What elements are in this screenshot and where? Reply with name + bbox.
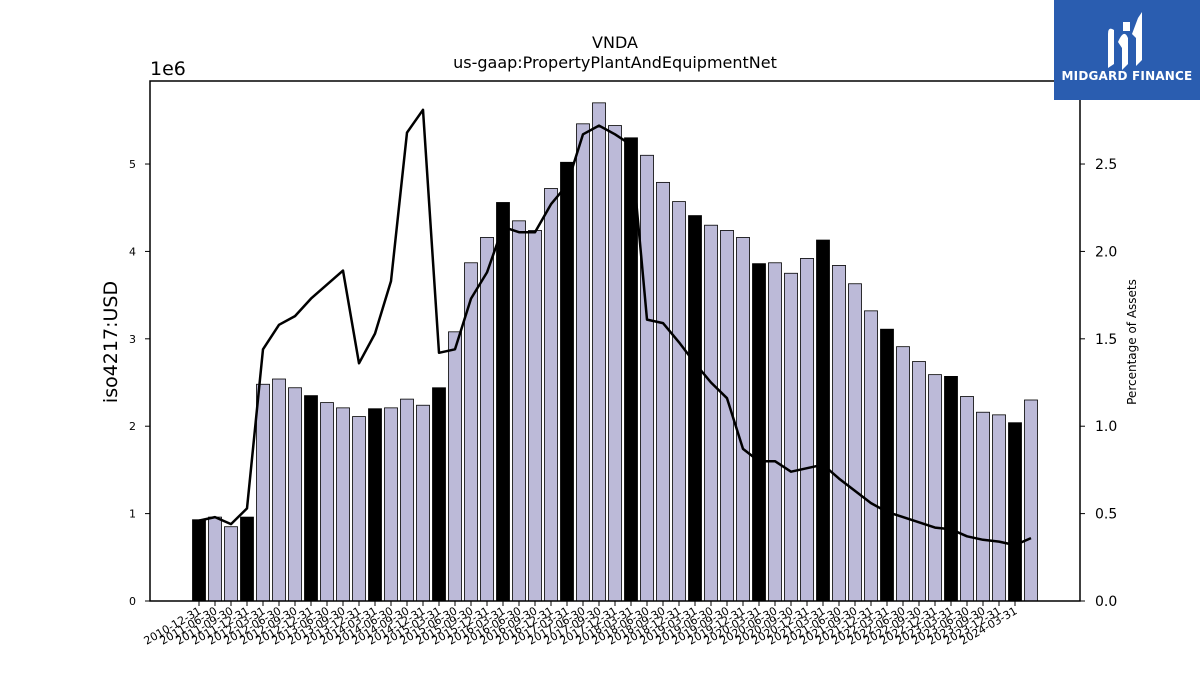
bar bbox=[896, 346, 910, 602]
bar-highlight bbox=[752, 263, 766, 602]
bar-highlight bbox=[368, 408, 382, 602]
bar bbox=[288, 387, 302, 602]
bar bbox=[992, 414, 1006, 602]
bar bbox=[416, 404, 430, 602]
bar bbox=[976, 411, 990, 602]
logo-text: MIDGARD FINANCE bbox=[1061, 69, 1193, 83]
bar bbox=[576, 123, 590, 602]
bar bbox=[384, 407, 398, 602]
y2-tick-label: 0.5 bbox=[1095, 507, 1117, 523]
y-tick-label: 0 bbox=[129, 595, 136, 608]
bar-highlight bbox=[432, 387, 446, 602]
y2-tick-label: 2.0 bbox=[1095, 244, 1117, 260]
midgard-logo-icon bbox=[1108, 12, 1142, 70]
y2-axis: 0.0 0.5 1.0 1.5 2.0 2.5 bbox=[1080, 157, 1117, 610]
y2-axis-label: Percentage of Assets bbox=[1125, 279, 1139, 405]
bar bbox=[832, 265, 846, 602]
bar bbox=[672, 201, 686, 602]
y2-tick-label: 0.0 bbox=[1095, 594, 1117, 610]
y2-tick-label: 1.5 bbox=[1095, 332, 1117, 348]
bar-highlight bbox=[816, 239, 830, 602]
bar bbox=[224, 526, 238, 602]
bar bbox=[1024, 399, 1038, 602]
x-axis: 2010-12-312011-06-302011-09-302011-12-31… bbox=[142, 601, 1020, 648]
bar bbox=[272, 378, 286, 602]
bar bbox=[608, 125, 622, 602]
bar bbox=[480, 237, 494, 602]
bar-highlight bbox=[240, 516, 254, 602]
bar-series bbox=[192, 102, 1038, 602]
bar-highlight bbox=[192, 519, 206, 602]
plot-frame bbox=[149, 80, 1081, 602]
bar bbox=[544, 188, 558, 602]
bar bbox=[928, 374, 942, 602]
bar bbox=[912, 361, 926, 602]
bar-highlight bbox=[688, 215, 702, 602]
bar bbox=[512, 220, 526, 602]
y-offset-label: 1e6 bbox=[150, 58, 186, 80]
bar-highlight bbox=[944, 375, 958, 602]
percentage-line bbox=[198, 108, 1032, 547]
bar bbox=[656, 181, 670, 602]
y2-tick-label: 2.5 bbox=[1095, 157, 1117, 173]
bar bbox=[848, 283, 862, 602]
bar bbox=[208, 516, 222, 602]
brand-logo: MIDGARD FINANCE bbox=[1054, 0, 1200, 100]
y-axis-label: iso4217:USD bbox=[100, 281, 122, 403]
y-tick-label: 4 bbox=[129, 245, 136, 258]
y-axis: 0 1 2 3 4 5 bbox=[129, 158, 150, 608]
bar bbox=[768, 262, 782, 602]
chart-title: VNDA bbox=[592, 33, 638, 52]
bar-highlight bbox=[880, 328, 894, 602]
bar bbox=[960, 396, 974, 602]
bar bbox=[352, 416, 366, 602]
chart-subtitle: us-gaap:PropertyPlantAndEquipmentNet bbox=[453, 53, 777, 72]
y-tick-label: 5 bbox=[129, 158, 136, 171]
y-tick-label: 1 bbox=[129, 508, 136, 521]
bar-highlight bbox=[496, 202, 510, 602]
bar bbox=[592, 102, 606, 602]
bar-highlight bbox=[304, 395, 318, 602]
y2-tick-label: 1.0 bbox=[1095, 419, 1117, 435]
bar bbox=[640, 154, 654, 602]
bar bbox=[528, 230, 542, 602]
bar bbox=[400, 398, 414, 602]
bar bbox=[784, 272, 798, 602]
bar bbox=[256, 383, 270, 602]
bar bbox=[864, 310, 878, 602]
y-tick-label: 3 bbox=[129, 333, 136, 346]
bar bbox=[320, 402, 334, 602]
bar bbox=[336, 407, 350, 602]
bar-highlight bbox=[1008, 422, 1022, 602]
y-tick-label: 2 bbox=[129, 420, 136, 433]
bar bbox=[736, 237, 750, 602]
bar bbox=[448, 331, 462, 602]
bar bbox=[704, 224, 718, 602]
bar-highlight bbox=[560, 161, 574, 602]
bar bbox=[800, 258, 814, 602]
